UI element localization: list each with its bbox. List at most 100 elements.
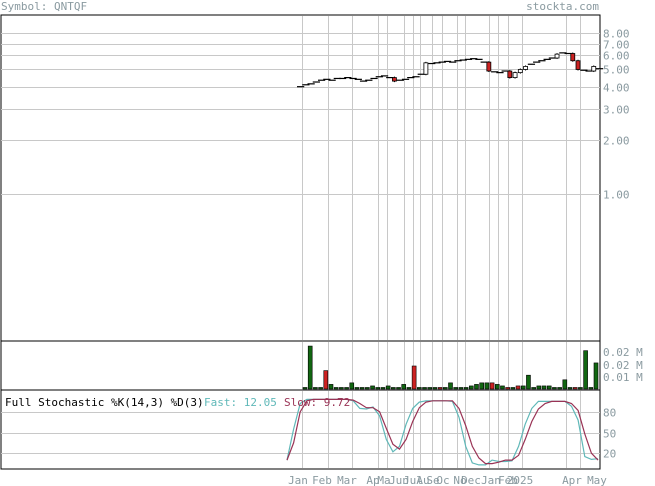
x-tick-label: Dec <box>461 474 481 486</box>
volume-bar <box>396 387 401 390</box>
stochastic-slow-line <box>286 398 599 465</box>
volume-bar <box>593 362 599 390</box>
candle <box>554 53 560 59</box>
volume-bar <box>365 387 370 390</box>
candle <box>392 77 397 82</box>
candles <box>297 52 604 88</box>
candle <box>512 72 518 79</box>
stochastic-tick-label: 80 <box>603 407 616 420</box>
candle <box>591 66 597 72</box>
volume-bar <box>354 387 360 390</box>
symbol-label: Symbol: QNTQF <box>1 0 88 13</box>
volume-bar <box>572 387 578 390</box>
price-panel: 1.00 2.00 3.00 4.00 5.006.007.008.00 <box>0 14 630 342</box>
price-tick-label: 7.00 <box>603 39 630 52</box>
stochastic-tick-label: 20 <box>603 448 616 461</box>
volume-tick-labels: 0.02 M0.02 M0.01 M <box>603 346 643 384</box>
volume-bar <box>489 382 495 390</box>
volume-bar <box>432 387 438 390</box>
volume-panel: 0.02 M0.02 M0.01 M <box>0 340 643 391</box>
x-tick-label: Oc <box>436 474 449 486</box>
volume-bar <box>458 387 464 390</box>
volume-bar <box>583 350 588 390</box>
stochastic-title: Full Stochastic %K(14,3) %D(3) <box>5 396 204 409</box>
stochastic-tick-labels: 80 50 20 <box>603 407 616 461</box>
volume-bar <box>468 385 474 390</box>
volume-bar <box>567 387 573 390</box>
volume-bar <box>339 387 344 390</box>
volume-bar <box>437 387 443 390</box>
volume-bar <box>349 382 355 390</box>
volume-bar <box>520 385 526 390</box>
x-tick-label: Ma <box>377 474 390 486</box>
x-tick-label: Au <box>416 474 429 486</box>
volume-bar <box>422 387 427 390</box>
volume-bar <box>505 387 510 390</box>
volume-bar <box>302 387 308 390</box>
volume-bar <box>453 387 458 390</box>
site-label[interactable]: stockta.com <box>526 0 599 13</box>
x-tick-label: Jun <box>389 474 409 486</box>
volume-bar <box>484 382 490 390</box>
price-tick-label: 6.00 <box>603 50 630 63</box>
volume-bar <box>318 387 323 390</box>
fast-value-label: Fast: 12.05 <box>204 396 277 409</box>
x-tick-label: 2025 <box>507 474 534 486</box>
volume-bar <box>531 387 536 390</box>
volume-bar <box>380 387 386 390</box>
volume-gridlines <box>302 342 581 389</box>
price-tick-label: 1.00 <box>603 189 630 202</box>
price-tick-labels: 1.00 2.00 3.00 4.00 5.006.007.008.00 <box>603 28 630 202</box>
x-tick-label: Mar <box>337 474 357 486</box>
volume-bar <box>541 385 547 390</box>
volume-bar <box>479 382 484 390</box>
volume-bar <box>536 385 542 390</box>
x-tick-label: May <box>587 474 607 486</box>
volume-bar <box>411 365 417 390</box>
x-tick-label: Feb <box>312 474 332 486</box>
price-tick-label: 8.00 <box>603 28 630 41</box>
volume-bar <box>526 374 531 390</box>
volume-tick-label: 0.02 M <box>603 359 643 372</box>
volume-bar <box>375 387 381 390</box>
stochastic-tick-label: 50 <box>603 428 616 441</box>
candle <box>570 53 576 62</box>
x-tick-label: No <box>453 474 466 486</box>
volume-bar <box>443 387 448 390</box>
price-tick-label: 5.00 <box>603 64 630 77</box>
stochastic-lines <box>286 398 599 466</box>
volume-bar <box>370 385 375 390</box>
candle <box>517 69 523 74</box>
volume-bar <box>323 370 329 390</box>
volume-bar <box>344 387 349 390</box>
candle <box>575 60 581 70</box>
candle <box>423 62 429 75</box>
volume-bar <box>578 387 583 390</box>
volume-bars <box>302 345 599 390</box>
candle <box>486 61 492 72</box>
volume-bar <box>385 385 391 390</box>
volume-bar <box>328 384 334 390</box>
candle <box>523 66 528 70</box>
volume-bar <box>307 345 313 390</box>
x-tick-label: Jul <box>403 474 423 486</box>
volume-bar <box>500 385 505 390</box>
volume-bar <box>406 387 412 390</box>
volume-bar <box>359 387 365 390</box>
volume-tick-label: 0.02 M <box>603 346 643 359</box>
x-tick-label: Feb <box>498 474 518 486</box>
volume-bar <box>510 387 516 390</box>
price-tick-label: 2.00 <box>603 135 630 148</box>
volume-bar <box>546 385 552 390</box>
x-tick-label: Se <box>426 474 439 486</box>
volume-bar <box>333 387 339 390</box>
x-tick-label: Jan <box>481 474 501 486</box>
volume-bar <box>562 379 568 390</box>
slow-value-label: Slow: 9.72 <box>284 396 350 409</box>
candle <box>507 70 513 79</box>
volume-bar <box>463 387 469 390</box>
volume-bar <box>494 384 500 390</box>
stochastic-panel: 80 50 20 Full Stochastic %K(14,3) %D(3) Fa… <box>0 389 616 470</box>
